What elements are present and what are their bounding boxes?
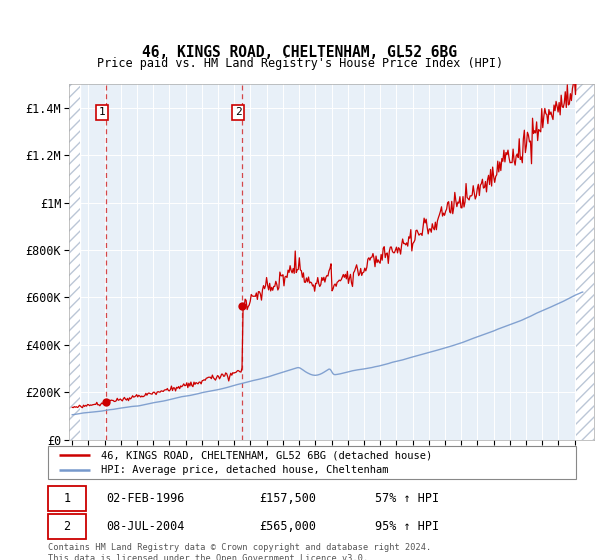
Bar [576,84,594,440]
Text: 46, KINGS ROAD, CHELTENHAM, GL52 6BG: 46, KINGS ROAD, CHELTENHAM, GL52 6BG [143,45,458,60]
Text: 08-JUL-2004: 08-JUL-2004 [106,520,184,533]
Text: Price paid vs. HM Land Registry's House Price Index (HPI): Price paid vs. HM Land Registry's House … [97,57,503,71]
Text: £157,500: £157,500 [259,492,316,505]
Text: 1: 1 [98,108,105,118]
Bar [576,84,594,440]
Text: 2: 2 [64,520,71,533]
Text: 02-FEB-1996: 02-FEB-1996 [106,492,184,505]
Text: 2: 2 [235,108,242,118]
Bar [69,84,80,440]
Text: HPI: Average price, detached house, Cheltenham: HPI: Average price, detached house, Chel… [101,465,388,475]
Text: 95% ↑ HPI: 95% ↑ HPI [376,520,439,533]
Bar [69,84,80,440]
Text: 57% ↑ HPI: 57% ↑ HPI [376,492,439,505]
FancyBboxPatch shape [48,486,86,511]
Text: £565,000: £565,000 [259,520,316,533]
Text: 1: 1 [64,492,71,505]
Text: 46, KINGS ROAD, CHELTENHAM, GL52 6BG (detached house): 46, KINGS ROAD, CHELTENHAM, GL52 6BG (de… [101,450,432,460]
FancyBboxPatch shape [48,514,86,539]
Text: Contains HM Land Registry data © Crown copyright and database right 2024.
This d: Contains HM Land Registry data © Crown c… [48,543,431,560]
